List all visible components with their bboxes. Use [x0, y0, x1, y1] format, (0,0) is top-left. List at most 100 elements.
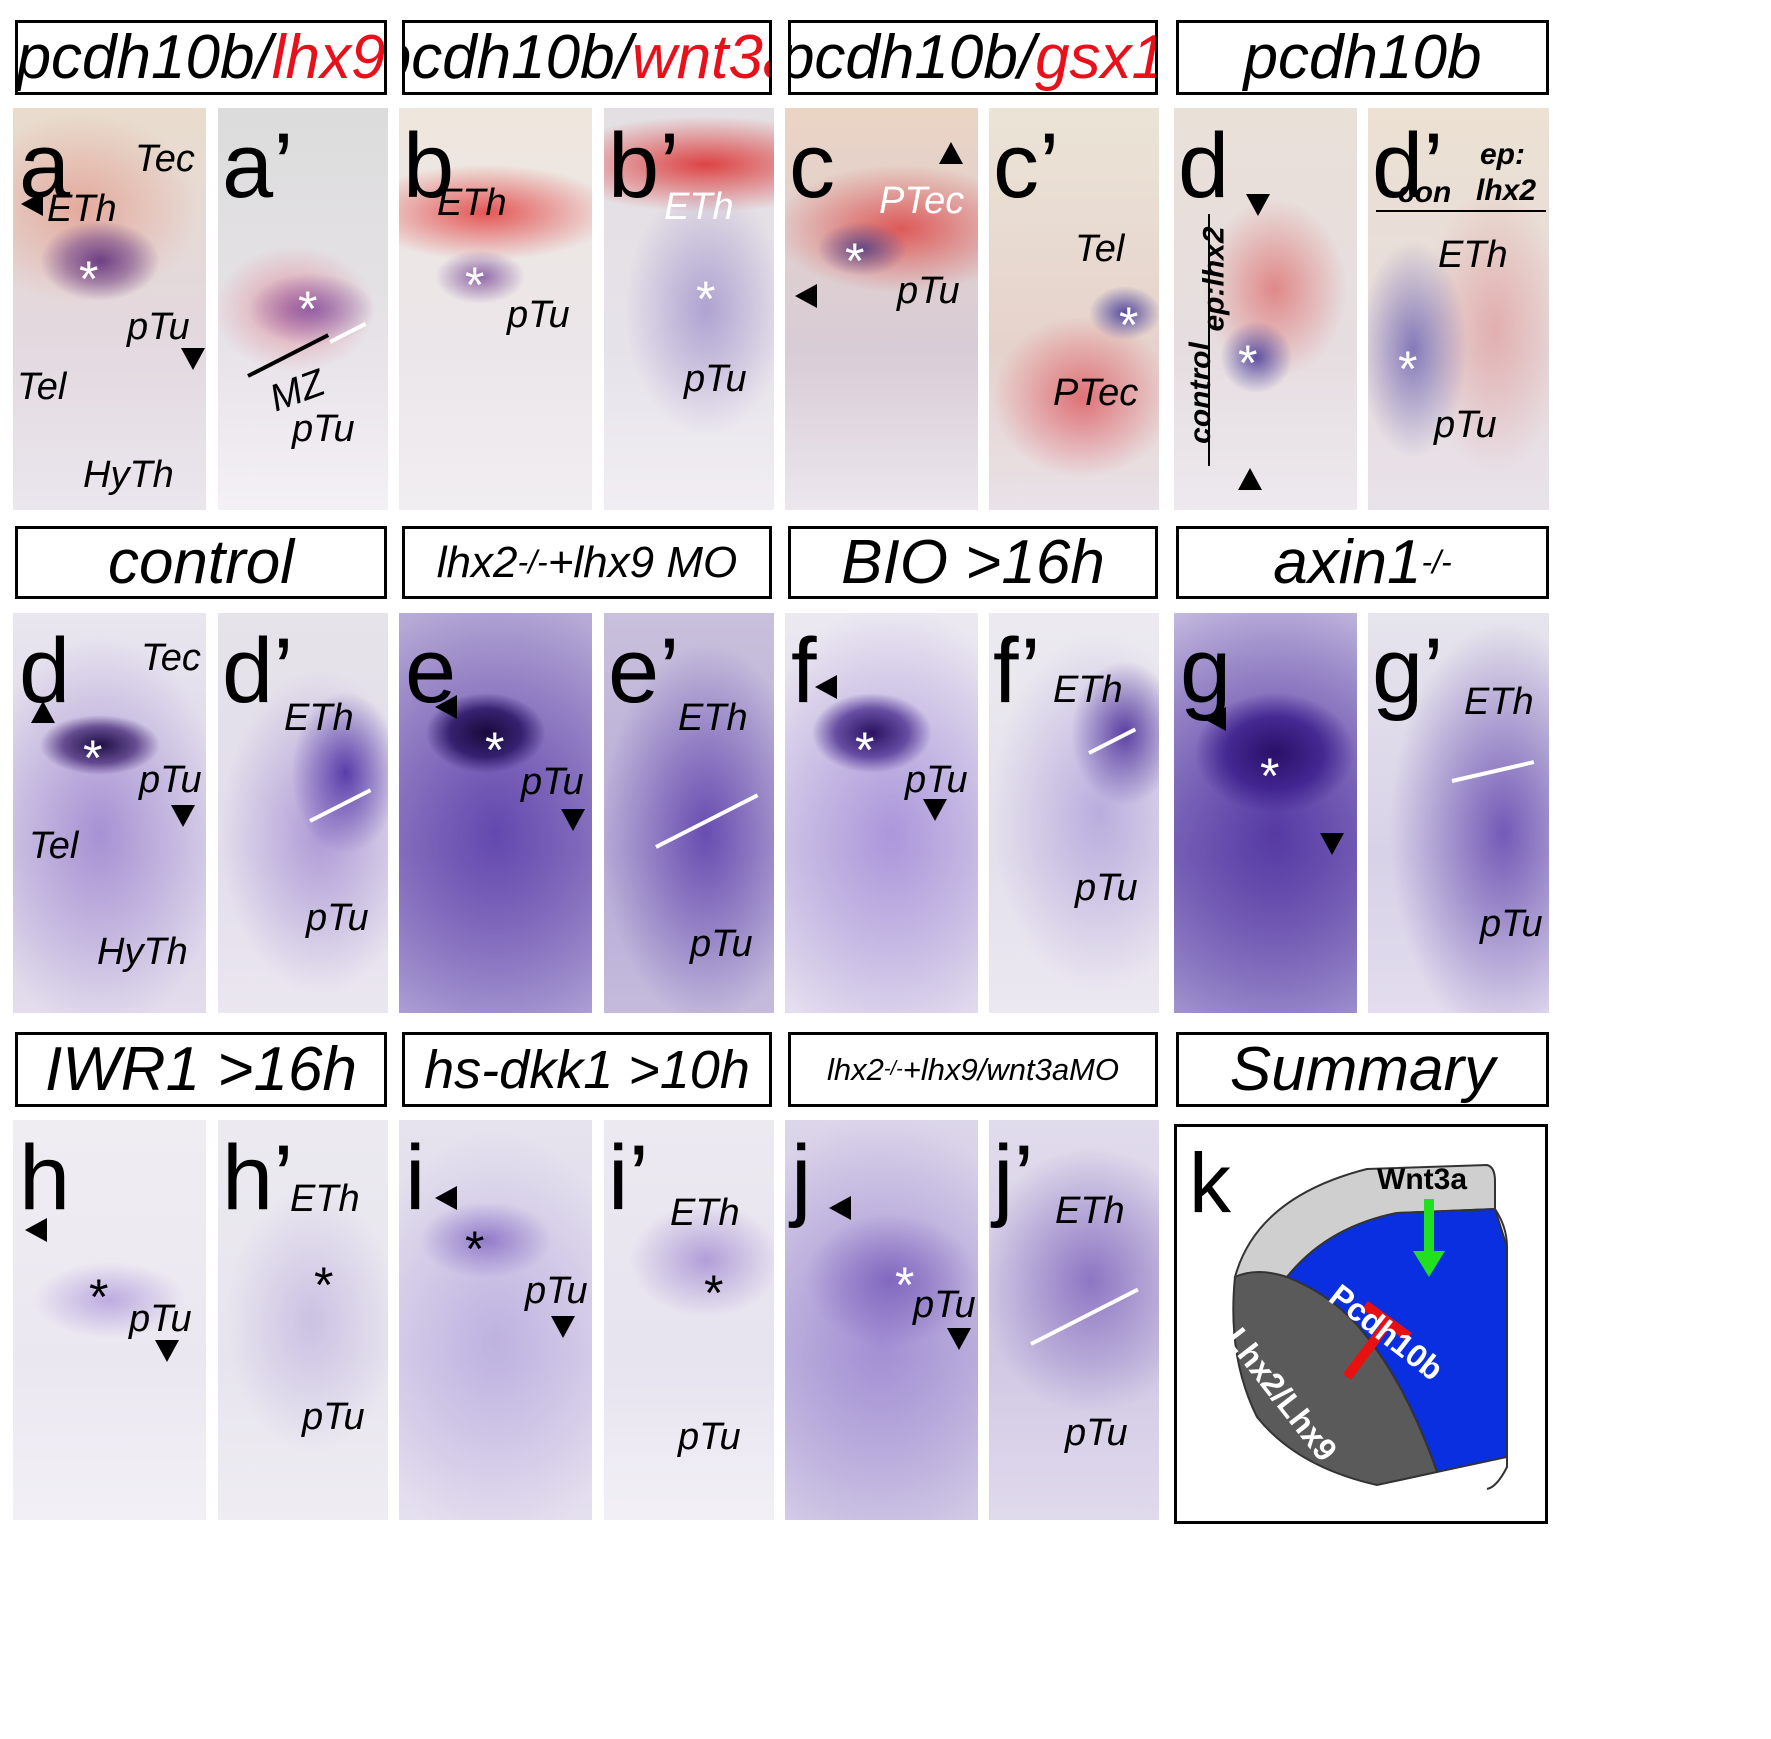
label-ptu: pTu [905, 759, 968, 801]
arrowhead-icon [25, 1218, 47, 1242]
arrowhead-icon [155, 1340, 179, 1362]
label-eth: ETh [1438, 234, 1508, 276]
panel-letter: j’ [993, 1127, 1034, 1229]
summary-schematic [1232, 1163, 1508, 1490]
arrowhead-icon [815, 675, 837, 699]
bracket-line [1208, 214, 1210, 466]
header-text: pcdh10b/ [402, 23, 632, 92]
asterisk: * [465, 257, 485, 313]
asterisk: * [485, 722, 505, 778]
boundary-line [1030, 1287, 1139, 1346]
green-arrow-head-icon [1413, 1251, 1445, 1277]
asterisk: * [895, 1257, 915, 1313]
asterisk: * [704, 1265, 724, 1321]
label-tel: Tel [1075, 228, 1125, 270]
panel-letter: f [791, 620, 817, 722]
asterisk: * [855, 722, 875, 778]
label-ptu: pTu [678, 1416, 741, 1458]
label-ptu: pTu [292, 408, 355, 450]
label-eth: ETh [1053, 669, 1123, 711]
panel-d-prime-row1: d’ ep: lhx2 con ETh * pTu [1368, 108, 1549, 510]
panel-d-row1: d ep:lhx2 control * [1174, 108, 1357, 510]
panel-letter: h [19, 1127, 71, 1229]
label-ptec: PTec [1053, 372, 1139, 414]
panel-letter: d’ [1372, 115, 1444, 217]
arrowhead-icon [1320, 833, 1344, 855]
header-text: lhx2 [826, 1051, 884, 1087]
panel-i-prime: i’ ETh * pTu [604, 1120, 774, 1520]
panel-letter: g [1180, 620, 1232, 722]
label-eth: ETh [437, 182, 507, 224]
header-text: +lhx9/wnt3aMO [902, 1051, 1119, 1087]
label-lhx2: lhx2 [1476, 174, 1537, 207]
arrowhead-icon [829, 1196, 851, 1220]
header-text: control [107, 528, 295, 597]
label-tel: Tel [29, 825, 79, 867]
label-ptu: pTu [1480, 903, 1543, 945]
label-ptu: pTu [1434, 404, 1497, 446]
boundary-line [309, 788, 372, 823]
header-sup: -/- [517, 544, 548, 580]
label-ep-lhx2: ep:lhx2 [1197, 226, 1231, 332]
panel-g-prime: g’ ETh pTu [1368, 613, 1549, 1013]
asterisk: * [1260, 748, 1280, 804]
panel-letter: e’ [608, 620, 680, 722]
panel-i: i * pTu [399, 1120, 592, 1520]
header-axin1: axin1 -/- [1176, 526, 1549, 599]
panel-letter: b’ [608, 115, 680, 217]
panel-f: f * pTu [785, 613, 978, 1013]
panel-letter: d’ [222, 620, 294, 722]
panel-b-prime: b’ ETh * pTu [604, 108, 774, 510]
panel-d-prime-control: d’ ETh pTu [218, 613, 388, 1013]
asterisk: * [1398, 341, 1418, 397]
label-eth: ETh [664, 186, 734, 228]
asterisk: * [298, 281, 318, 337]
panel-letter: f’ [993, 620, 1041, 722]
arrowhead-icon [1204, 707, 1226, 731]
panel-c: c PTec * pTu [785, 108, 978, 510]
boundary-line [329, 322, 367, 344]
boundary-line [1451, 760, 1535, 783]
header-pcdh10b: pcdh10b [1176, 20, 1549, 95]
panel-e: e * pTu [399, 613, 592, 1013]
panel-g: g * [1174, 613, 1357, 1013]
label-ptu: pTu [306, 897, 369, 939]
boundary-line [655, 793, 759, 849]
arrowhead-icon [551, 1316, 575, 1338]
inhibition-bar [1362, 1300, 1412, 1342]
header-pcdh10b-lhx9: pcdh10b/lhx9 [15, 20, 387, 95]
header-text-red: gsx1 [1035, 23, 1158, 92]
arrowhead-icon [1246, 194, 1270, 216]
arrowhead-icon [435, 695, 457, 719]
arrowhead-icon [21, 192, 43, 216]
label-ptu: pTu [690, 923, 753, 965]
asterisk: * [89, 1269, 109, 1325]
panel-letter: b [403, 115, 455, 217]
arrowhead-icon [31, 701, 55, 723]
panel-h: h * pTu [13, 1120, 206, 1520]
header-text: pcdh10b/ [16, 23, 272, 92]
panel-letter: c [789, 115, 835, 217]
header-text: Summary [1229, 1035, 1496, 1104]
label-ep: ep: [1480, 138, 1525, 171]
label-control: control [1183, 342, 1217, 444]
arrowhead-icon [939, 142, 963, 164]
label-ptu: pTu [139, 759, 202, 801]
summary-label-wnt3a: Wnt3a [1377, 1163, 1467, 1196]
lhx-domain [1232, 1271, 1439, 1487]
asterisk: * [1119, 297, 1139, 353]
header-text-red: lhx9 [271, 23, 386, 92]
header-text: axin1 [1273, 528, 1422, 597]
panel-letter: i [405, 1127, 426, 1229]
header-text: hs-dkk1 >10h [424, 1039, 750, 1100]
asterisk: * [314, 1257, 334, 1313]
label-ptu: pTu [684, 358, 747, 400]
header-hs-dkk1: hs-dkk1 >10h [402, 1032, 772, 1107]
outline-edge [1486, 1208, 1508, 1490]
boundary-line [1088, 727, 1137, 755]
label-ptu: pTu [507, 294, 570, 336]
header-sup: -/- [1421, 544, 1452, 580]
label-eth: ETh [678, 697, 748, 739]
arrowhead-icon [923, 799, 947, 821]
label-ptu: pTu [521, 761, 584, 803]
